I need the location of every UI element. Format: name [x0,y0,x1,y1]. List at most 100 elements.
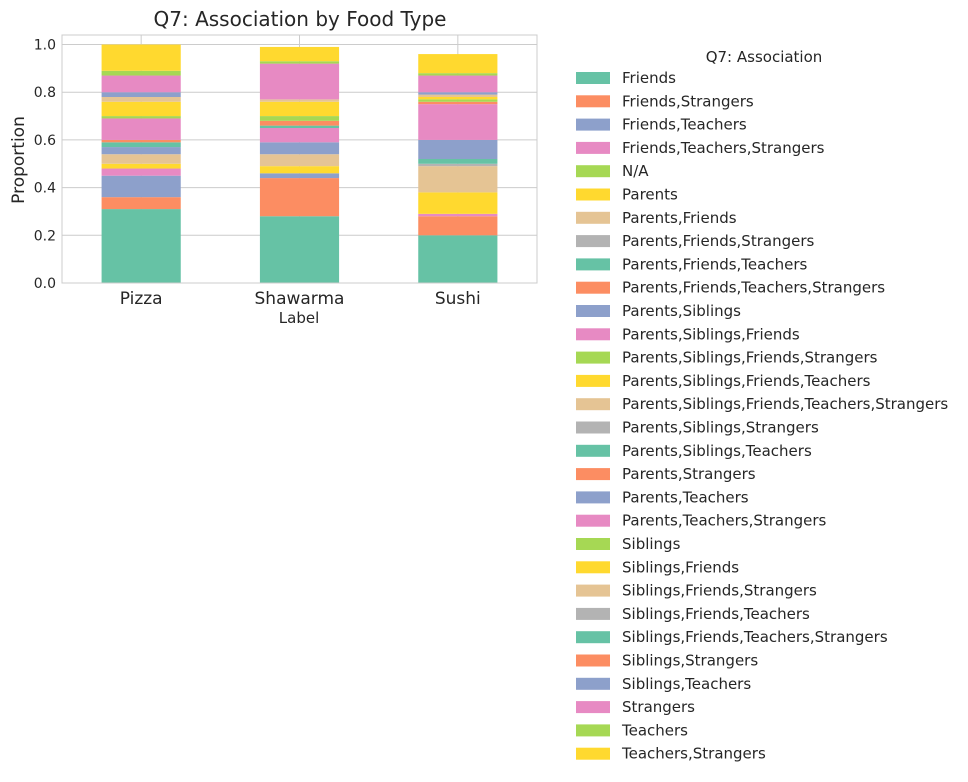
bar-segment-shawarma-0 [259,216,340,283]
bar-segment-pizza-5 [101,163,181,169]
bar-segment-sushi-26 [418,92,498,95]
legend-swatch [576,724,610,737]
legend-label: Teachers,Strangers [621,745,766,763]
bar-segment-sushi-17 [418,101,498,105]
bar-segment-pizza-26 [101,92,181,97]
x-tick-label-pizza: Pizza [120,289,163,309]
bar-segment-sushi-5 [418,192,498,214]
legend-swatch [576,607,610,620]
bar-segment-shawarma-28 [259,61,340,64]
bar-segment-shawarma-6 [259,154,340,167]
legend-label: Parents,Siblings,Friends,Strangers [622,349,878,367]
bar-segment-pizza-27 [101,75,181,93]
legend-label: Parents,Siblings,Friends [622,325,800,343]
legend-swatch [576,95,610,108]
legend: Friends Friends,Strangers Friends,Teachers… [576,69,948,763]
legend-label: Teachers [621,721,688,739]
bar-segment-pizza-16 [101,142,181,148]
bar-segment-pizza-20 [101,116,181,119]
legend-label: Parents,Teachers [622,488,749,506]
legend-swatch [576,165,610,178]
legend-swatch [576,351,610,364]
legend-swatch [576,491,610,504]
x-tick-label-shawarma: Shawarma [255,289,345,309]
y-tick-label: 0.4 [34,181,56,197]
legend-swatch [576,281,610,294]
legend-label: Friends,Teachers [622,116,747,134]
bar-segment-shawarma-16 [259,125,340,128]
legend-swatch [576,141,610,154]
x-tick-label-sushi: Sushi [435,289,481,309]
bar-segment-pizza-29 [101,44,181,71]
legend-swatch [576,701,610,714]
legend-label: Siblings,Friends,Strangers [622,582,817,600]
legend-swatch [576,468,610,481]
bar-segment-shawarma-11 [259,128,340,143]
legend-label: Parents,Friends,Teachers [622,255,807,273]
legend-swatch [576,747,610,760]
bar-segment-pizza-6 [101,154,181,164]
legend-label: Siblings,Friends [622,558,739,576]
bar-segment-sushi-0 [418,235,498,283]
bar-segment-shawarma-22 [259,99,340,102]
legend-swatch [576,444,610,457]
y-axis-label: Proportion [9,116,29,204]
bar-segment-shawarma-20 [259,116,340,121]
legend-label: Friends,Teachers,Strangers [622,139,825,157]
legend-label: Siblings,Strangers [622,652,758,670]
bar-segment-sushi-27 [418,75,498,93]
legend-label: Parents,Friends [622,209,737,227]
legend-label: Friends,Strangers [622,92,754,110]
legend-label: Parents,Siblings [622,302,741,320]
bar-segment-shawarma-21 [259,101,340,117]
bar-segment-sushi-21 [418,97,498,100]
legend-swatch [576,538,610,550]
bar-segment-sushi-3 [418,213,498,217]
x-axis-label: Label [279,309,319,327]
legend-label: Siblings,Teachers [622,675,751,693]
legend-swatch [576,188,610,201]
legend-swatch [576,328,610,341]
bar-segment-pizza-3 [101,168,181,176]
bar-segment-shawarma-17 [259,120,340,126]
legend-label: Parents [622,186,678,204]
legend-swatch [576,235,610,248]
legend-swatch [576,514,610,527]
bar-segment-shawarma-27 [259,63,340,100]
bar-segment-sushi-29 [418,54,498,74]
legend-label: Parents,Siblings,Friends,Teachers,Strang… [622,395,948,413]
legend-title: Q7: Association [706,48,823,66]
legend-swatch [576,398,610,411]
legend-label: Parents,Friends,Teachers,Strangers [622,279,885,297]
legend-swatch [576,305,610,317]
bar-segment-sushi-28 [418,73,498,76]
bar-segment-pizza-22 [101,97,181,102]
legend-label: Parents,Siblings,Friends,Teachers [622,372,871,390]
bar-segment-pizza-1 [101,197,181,210]
bar-segment-pizza-10 [101,147,181,155]
legend-swatch [576,631,610,644]
y-tick-label: 0.6 [34,133,56,149]
legend-swatch [576,374,610,387]
bar-segment-pizza-28 [101,70,181,76]
bar-segment-sushi-10 [418,139,498,159]
legend-swatch [576,677,610,690]
bar-segment-pizza-2 [101,175,181,198]
y-tick-label: 0.8 [34,85,56,101]
legend-swatch [576,72,610,84]
axis-ticks: 0.0 0.2 0.4 0.6 0.8 1.0 Pizza Shawarma Sushi [34,38,481,309]
bar-segment-sushi-1 [418,216,498,236]
legend-label: Parents,Siblings,Strangers [622,419,819,437]
legend-label: Parents,Teachers,Strangers [622,512,827,530]
legend-swatch [576,654,610,667]
bar-segment-sushi-7 [418,163,498,167]
bar-segment-pizza-19 [101,118,181,140]
legend-label: Parents,Strangers [622,465,756,483]
legend-swatch [576,258,610,271]
legend-label: Parents,Siblings,Teachers [622,442,812,460]
bar-segment-sushi-20 [418,99,498,102]
legend-label: N/A [622,162,649,180]
legend-swatch [576,211,610,224]
bar-segment-pizza-21 [101,101,181,117]
